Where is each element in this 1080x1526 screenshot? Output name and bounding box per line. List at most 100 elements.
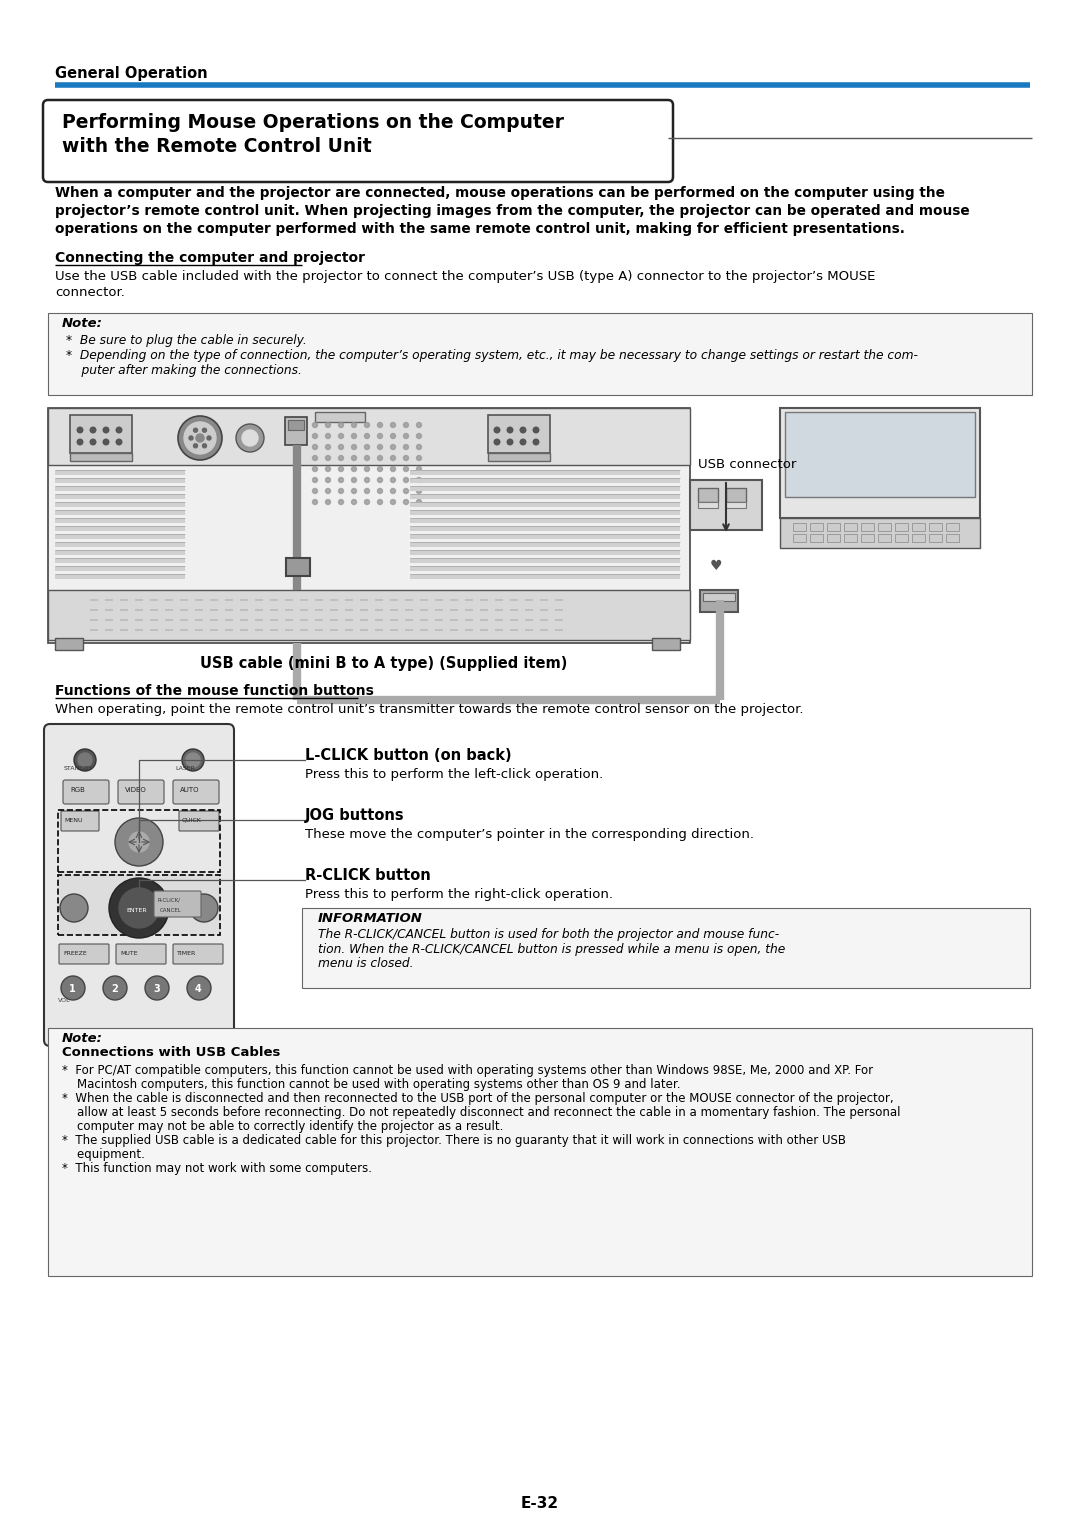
Text: Macintosh computers, this function cannot be used with operating systems other t: Macintosh computers, this function canno… <box>62 1077 680 1091</box>
Bar <box>861 523 874 531</box>
Text: ENTER: ENTER <box>126 908 147 913</box>
Circle shape <box>189 436 193 439</box>
Circle shape <box>365 488 369 493</box>
Circle shape <box>365 444 369 450</box>
Text: When operating, point the remote control unit’s transmitter towards the remote c: When operating, point the remote control… <box>55 703 804 716</box>
Circle shape <box>508 427 513 433</box>
Circle shape <box>391 499 395 505</box>
Circle shape <box>312 455 318 461</box>
Text: E-32: E-32 <box>521 1495 559 1511</box>
Bar <box>285 417 307 446</box>
Bar <box>55 510 185 514</box>
Bar <box>810 534 823 542</box>
Text: Connections with USB Cables: Connections with USB Cables <box>62 1045 281 1059</box>
Circle shape <box>193 429 198 432</box>
Circle shape <box>91 439 96 444</box>
Circle shape <box>351 499 356 505</box>
Bar <box>410 494 680 499</box>
Circle shape <box>378 478 382 482</box>
Circle shape <box>365 478 369 482</box>
Bar <box>488 415 550 453</box>
Circle shape <box>325 433 330 438</box>
Circle shape <box>338 444 343 450</box>
Text: FREEZE: FREEZE <box>63 951 86 955</box>
Circle shape <box>378 488 382 493</box>
FancyBboxPatch shape <box>179 810 219 832</box>
Bar <box>55 517 185 523</box>
Text: Functions of the mouse function buttons: Functions of the mouse function buttons <box>55 684 374 697</box>
Circle shape <box>77 439 83 444</box>
Text: *  Depending on the type of connection, the computer’s operating system, etc., i: * Depending on the type of connection, t… <box>66 349 918 362</box>
Bar <box>55 566 185 571</box>
FancyBboxPatch shape <box>48 407 690 642</box>
Text: projector’s remote control unit. When projecting images from the computer, the p: projector’s remote control unit. When pr… <box>55 204 970 218</box>
Bar <box>912 523 924 531</box>
FancyBboxPatch shape <box>44 723 234 1045</box>
Text: with the Remote Control Unit: with the Remote Control Unit <box>62 137 372 156</box>
Bar <box>410 549 680 555</box>
Circle shape <box>91 427 96 433</box>
Circle shape <box>338 455 343 461</box>
FancyBboxPatch shape <box>60 810 99 832</box>
Bar <box>843 523 858 531</box>
Circle shape <box>378 423 382 427</box>
Circle shape <box>109 877 168 938</box>
Bar <box>878 534 891 542</box>
Circle shape <box>508 439 513 444</box>
Circle shape <box>351 423 356 427</box>
Circle shape <box>104 427 109 433</box>
Circle shape <box>378 444 382 450</box>
Circle shape <box>338 467 343 472</box>
Text: AUTO: AUTO <box>180 787 200 794</box>
Circle shape <box>75 749 96 771</box>
Text: Note:: Note: <box>62 1032 103 1045</box>
Circle shape <box>325 444 330 450</box>
Circle shape <box>391 444 395 450</box>
FancyBboxPatch shape <box>154 891 201 917</box>
Circle shape <box>417 423 421 427</box>
FancyBboxPatch shape <box>118 780 164 804</box>
Circle shape <box>60 977 85 1000</box>
Text: *  The supplied USB cable is a dedicated cable for this projector. There is no g: * The supplied USB cable is a dedicated … <box>62 1134 846 1148</box>
Circle shape <box>534 439 539 444</box>
Circle shape <box>391 423 395 427</box>
Bar <box>55 534 185 539</box>
Bar <box>878 523 891 531</box>
Bar <box>793 523 806 531</box>
Bar <box>410 485 680 491</box>
Bar <box>827 523 840 531</box>
Circle shape <box>404 488 408 493</box>
Text: R-CLICK button: R-CLICK button <box>305 868 431 884</box>
Circle shape <box>351 433 356 438</box>
Circle shape <box>183 749 204 771</box>
FancyBboxPatch shape <box>58 874 220 935</box>
Circle shape <box>495 427 500 433</box>
Bar <box>55 485 185 491</box>
Bar <box>410 502 680 507</box>
Text: INFORMATION: INFORMATION <box>318 913 423 925</box>
Text: USB connector: USB connector <box>698 458 796 472</box>
Bar <box>410 510 680 514</box>
Bar <box>288 420 303 430</box>
Text: CANCEL: CANCEL <box>160 908 181 913</box>
Circle shape <box>417 455 421 461</box>
Bar <box>912 534 924 542</box>
Text: The R-CLICK/CANCEL button is used for both the projector and mouse func-: The R-CLICK/CANCEL button is used for bo… <box>318 928 779 942</box>
Text: 4: 4 <box>195 984 202 993</box>
Circle shape <box>417 467 421 472</box>
Circle shape <box>325 488 330 493</box>
Bar <box>55 526 185 531</box>
Bar <box>286 559 310 575</box>
Text: *  For PC/AT compatible computers, this function cannot be used with operating s: * For PC/AT compatible computers, this f… <box>62 1064 873 1077</box>
Bar <box>810 523 823 531</box>
Bar <box>726 502 746 508</box>
Text: *  This function may not work with some computers.: * This function may not work with some c… <box>62 1161 372 1175</box>
Circle shape <box>104 439 109 444</box>
Circle shape <box>117 439 122 444</box>
Text: computer may not be able to correctly identify the projector as a result.: computer may not be able to correctly id… <box>62 1120 503 1132</box>
FancyBboxPatch shape <box>48 1029 1032 1276</box>
Text: equipment.: equipment. <box>62 1148 145 1161</box>
Text: STANDBY: STANDBY <box>64 766 93 771</box>
Text: MENU: MENU <box>64 818 82 823</box>
Circle shape <box>351 455 356 461</box>
